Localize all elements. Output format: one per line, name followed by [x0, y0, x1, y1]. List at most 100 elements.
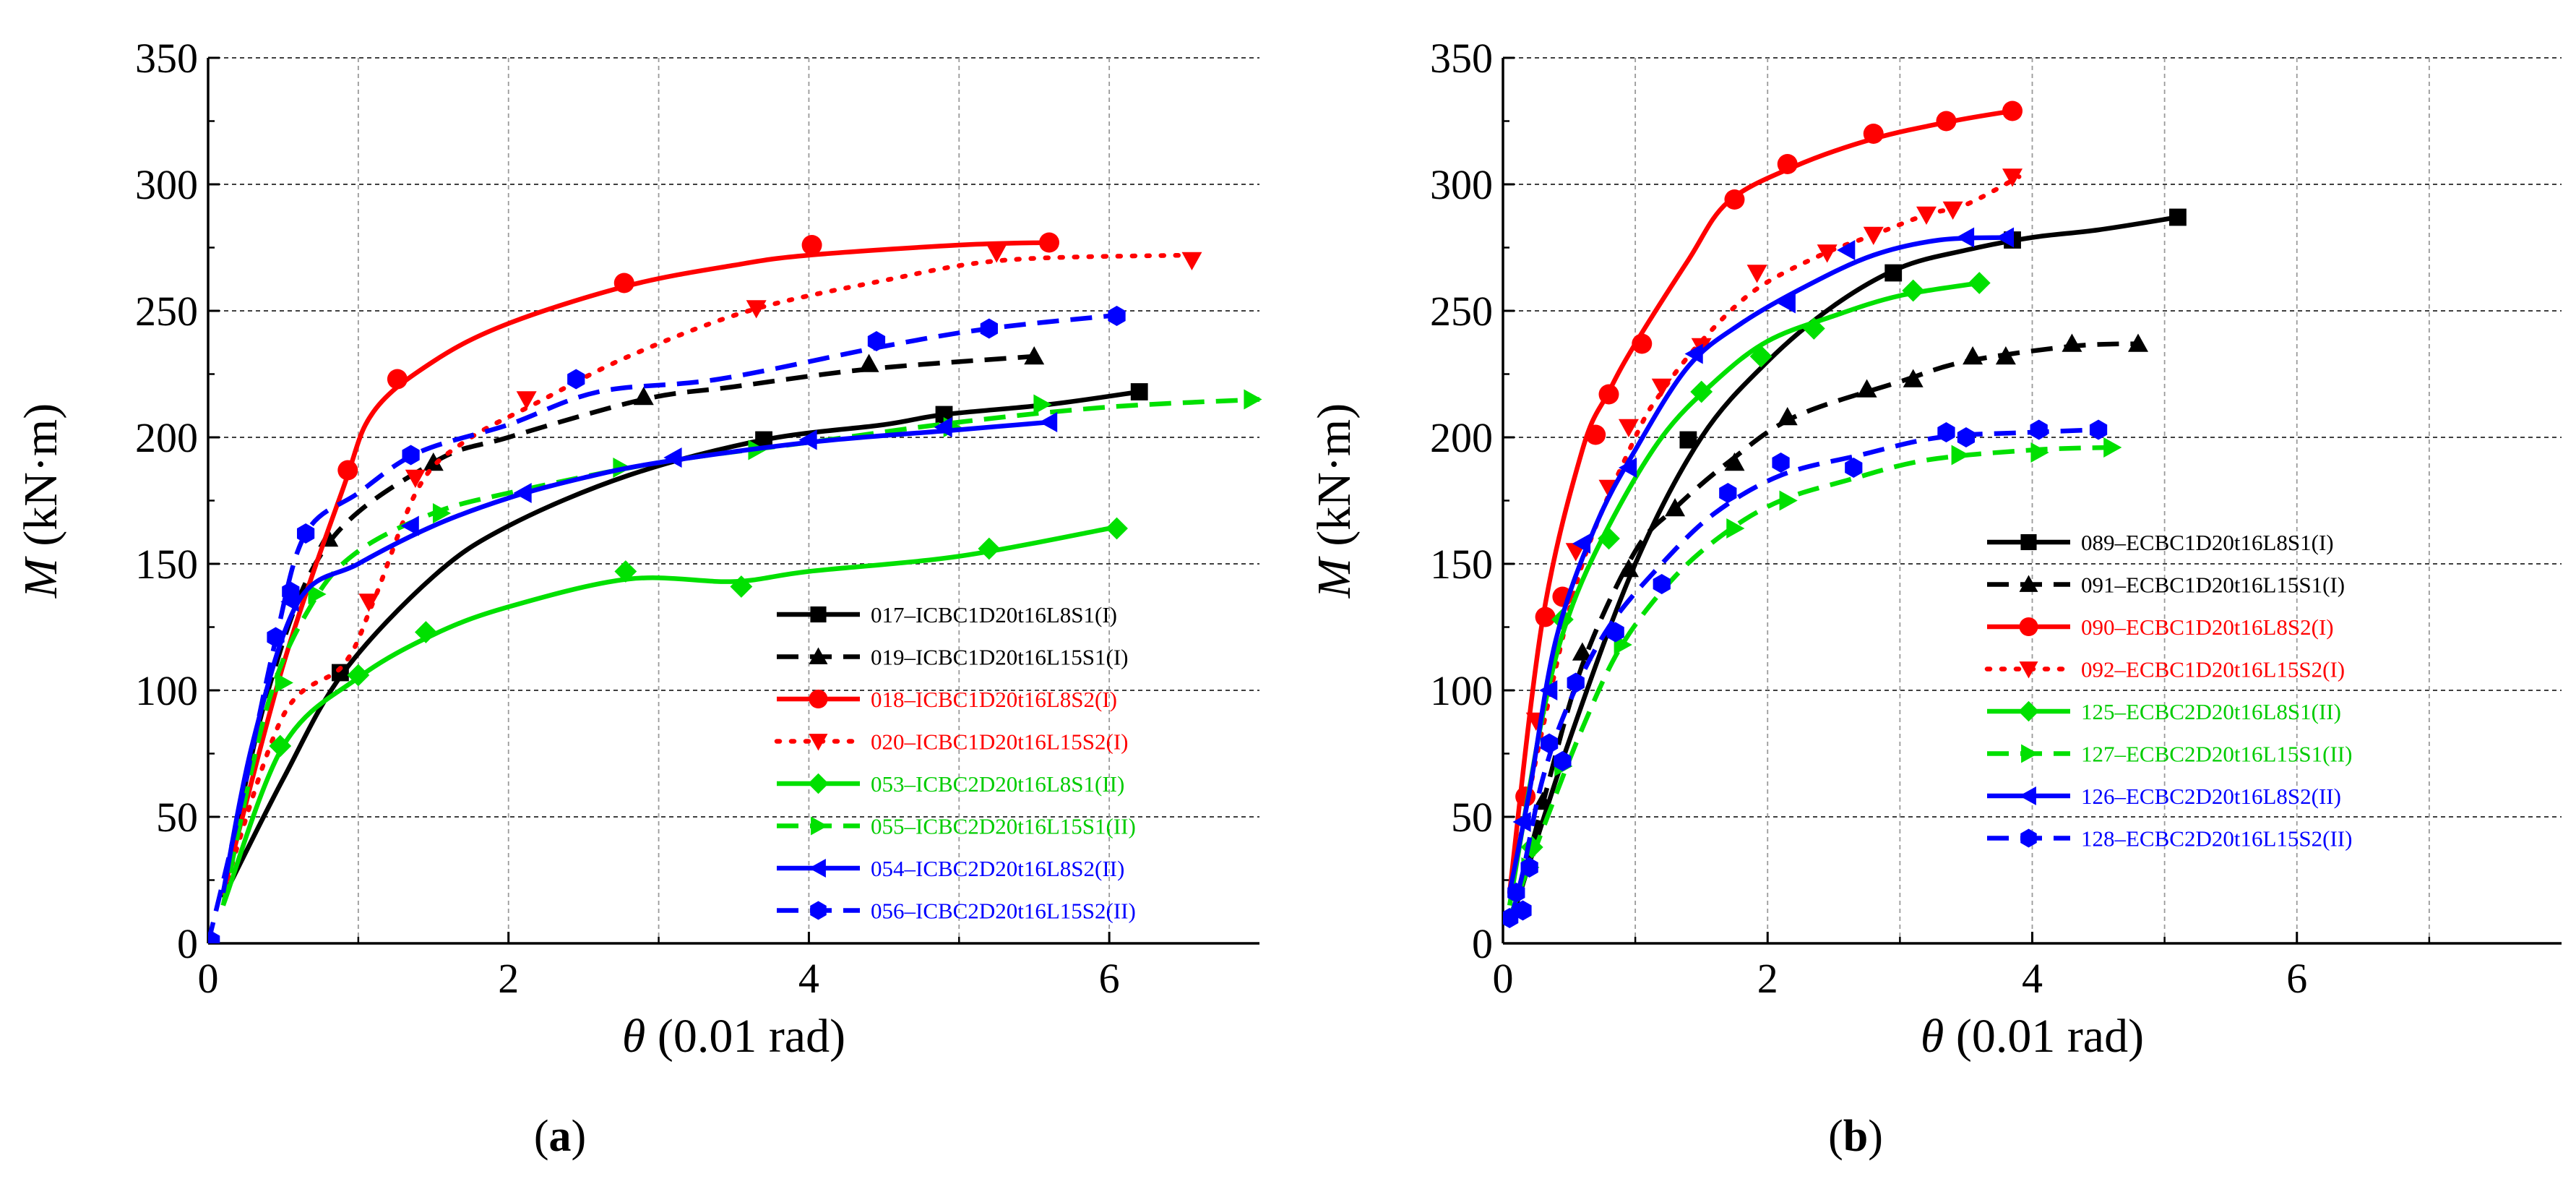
grid — [208, 57, 1259, 943]
legend-label: 019–ICBC1D20t16L15S1(I) — [871, 645, 1129, 670]
legend-label: 054–ICBC2D20t16L8S2(II) — [871, 856, 1124, 881]
legend-marker — [811, 816, 828, 836]
data-point — [308, 584, 327, 604]
series-line — [220, 419, 1050, 893]
data-point — [633, 387, 654, 406]
data-point — [2062, 333, 2082, 352]
data-point — [282, 581, 300, 602]
legend-marker — [809, 859, 826, 878]
x-tick-label: 6 — [1099, 955, 1120, 1002]
data-point — [1684, 343, 1703, 364]
legend-marker — [810, 606, 827, 623]
data-point — [2089, 419, 2108, 440]
y-tick-label: 300 — [1430, 161, 1493, 208]
data-point — [1955, 227, 1975, 248]
data-point — [1651, 378, 1672, 397]
y-tick-label: 0 — [177, 920, 198, 967]
data-point — [1802, 317, 1825, 340]
legend-marker — [2019, 786, 2036, 805]
x-tick-label: 6 — [2286, 955, 2307, 1002]
legend-item: 054–ICBC2D20t16L8S2(II) — [777, 856, 1124, 881]
y-tick-label: 50 — [1451, 794, 1493, 841]
data-point — [1585, 424, 1606, 445]
series-3 — [1507, 100, 2023, 893]
series-line — [1507, 108, 2013, 893]
data-point — [1995, 227, 2015, 248]
data-point — [1665, 498, 1686, 517]
legend-marker — [2018, 700, 2039, 722]
data-point — [1598, 384, 1619, 405]
data-point — [1106, 517, 1128, 540]
data-point — [1108, 306, 1126, 326]
data-point — [1845, 458, 1863, 478]
data-point — [755, 431, 772, 449]
x-tick-label: 0 — [198, 955, 219, 1002]
series-line — [1514, 341, 2139, 906]
data-point — [1884, 264, 1903, 282]
data-point — [1024, 346, 1045, 365]
y-tick-label: 0 — [1472, 920, 1493, 967]
data-point — [208, 930, 220, 943]
data-point — [613, 273, 634, 293]
data-point — [986, 244, 1007, 263]
series-2 — [1514, 333, 2148, 906]
series-3 — [220, 232, 1059, 893]
data-point — [1903, 369, 1924, 387]
data-point — [1856, 379, 1877, 398]
series-line — [220, 353, 1035, 893]
legend-label: 128–ECBC2D20t16L15S2(II) — [2081, 826, 2352, 852]
data-point — [1963, 346, 1983, 365]
data-point — [1618, 419, 1639, 437]
data-point — [1942, 201, 1963, 220]
series-line — [1514, 215, 2179, 906]
legend-marker — [808, 773, 829, 794]
data-point — [358, 593, 379, 612]
legend-marker — [2019, 575, 2038, 592]
data-point — [1535, 606, 1556, 627]
data-point — [730, 575, 753, 598]
y-axis-label: M (kN·m) — [1308, 403, 1361, 599]
legend-label: 125–ECBC2D20t16L8S1(II) — [2081, 699, 2341, 724]
y-axis-symbol: M — [1308, 555, 1361, 599]
data-point — [513, 483, 532, 503]
data-point — [1598, 527, 1620, 550]
legend-item: 020–ICBC1D20t16L15S2(I) — [774, 729, 1129, 755]
legend: 089–ECBC1D20t16L8S1(I) 091–ECBC1D20t16L15… — [1984, 530, 2352, 852]
legend-item: 019–ICBC1D20t16L15S1(I) — [777, 645, 1129, 670]
data-point — [1779, 490, 1798, 511]
data-point — [1039, 412, 1058, 432]
series-5 — [1507, 272, 1991, 906]
data-point — [801, 235, 822, 255]
data-point — [1618, 559, 1639, 578]
legend-marker — [809, 690, 828, 708]
data-point — [1512, 812, 1531, 832]
data-point — [2002, 168, 2023, 187]
data-point — [2128, 333, 2148, 352]
data-point — [935, 406, 953, 424]
data-point — [1916, 206, 1937, 225]
grid — [1503, 57, 2562, 943]
legend-label: 020–ICBC1D20t16L15S2(I) — [871, 729, 1129, 755]
data-point — [347, 664, 370, 687]
data-point — [1951, 445, 1970, 466]
data-point — [1719, 483, 1737, 503]
y-tick-label: 350 — [135, 35, 198, 82]
x-tick-label: 4 — [798, 955, 819, 1002]
y-tick-label: 50 — [156, 794, 198, 841]
x-axis-unit: (0.01 rad) — [1944, 1010, 2144, 1063]
data-point — [978, 537, 1001, 560]
series-8 — [1503, 419, 2108, 928]
legend-item: 018–ICBC1D20t16L8S2(I) — [777, 687, 1117, 712]
legend-item: 090–ECBC1D20t16L8S2(I) — [1987, 614, 2334, 640]
legend-label: 127–ECBC2D20t16L15S1(II) — [2081, 742, 2352, 767]
data-point — [746, 300, 767, 319]
legend-item: 128–ECBC2D20t16L15S2(II) — [1987, 826, 2352, 852]
legend-label: 090–ECBC1D20t16L8S2(I) — [2081, 614, 2334, 640]
legend-marker — [2019, 617, 2038, 636]
data-point — [387, 369, 408, 390]
data-point — [1572, 642, 1593, 661]
series-4 — [220, 244, 1202, 896]
panel-a: 0 50 100 150 200 250 300 350 0 2 4 6 θ (0.01 rad) M (… — [14, 35, 1262, 1161]
legend-marker — [809, 647, 828, 664]
